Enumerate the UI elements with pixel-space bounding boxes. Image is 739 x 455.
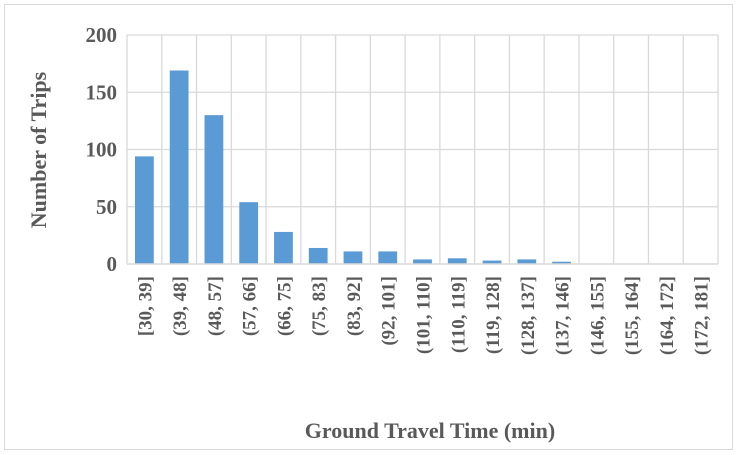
- y-tick-label: 200: [86, 23, 118, 47]
- bar: [134, 156, 154, 264]
- bar: [447, 258, 467, 264]
- bar: [169, 70, 189, 265]
- y-tick-label: 0: [107, 252, 118, 276]
- bar: [482, 260, 502, 264]
- x-tick-label: (39, 48]: [170, 276, 191, 336]
- x-tick-label: (164, 172]: [657, 276, 678, 355]
- x-axis-title: Ground Travel Time (min): [305, 418, 555, 443]
- x-tick-label: (75, 83]: [309, 276, 330, 336]
- bar: [378, 251, 398, 264]
- x-tick-label: (83, 92]: [344, 276, 365, 336]
- x-tick-label: (146, 155]: [587, 276, 608, 355]
- x-tick-label: [30, 39]: [135, 276, 156, 336]
- x-tick-labels: [30, 39] (39, 48] (48, 57] (57, 66] (66, 75]…: [135, 276, 712, 355]
- x-tick-label: (101, 110]: [414, 276, 435, 354]
- bar: [343, 251, 363, 264]
- y-tick-labels: 0 50 100 150 200: [86, 23, 118, 276]
- x-tick-label: (119, 128]: [483, 276, 504, 354]
- bar: [552, 261, 571, 264]
- x-tick-label: (110, 119]: [448, 276, 469, 353]
- x-tick-label: (172, 181]: [692, 276, 713, 355]
- bar: [274, 231, 293, 264]
- x-tick-label: (137, 146]: [553, 276, 574, 355]
- y-tick-label: 150: [86, 80, 118, 104]
- bars: [134, 70, 571, 265]
- chart-frame: [4, 4, 733, 450]
- x-tick-label: (66, 75]: [274, 276, 295, 336]
- bar: [413, 259, 432, 264]
- y-tick-label: 100: [86, 138, 118, 162]
- x-tick-label: (155, 164]: [622, 276, 643, 355]
- y-tick-label: 50: [96, 195, 117, 219]
- gridlines: [126, 34, 719, 264]
- bar: [204, 115, 224, 265]
- x-tick-label: (128, 137]: [518, 276, 539, 355]
- x-tick-label: (57, 66]: [240, 276, 261, 336]
- bar: [308, 247, 328, 264]
- x-tick-label: (48, 57]: [205, 276, 226, 336]
- x-tick-label: (92, 101]: [379, 276, 400, 346]
- bar: [517, 259, 537, 264]
- bar: [239, 202, 259, 264]
- y-axis-title: Number of Trips: [26, 71, 51, 228]
